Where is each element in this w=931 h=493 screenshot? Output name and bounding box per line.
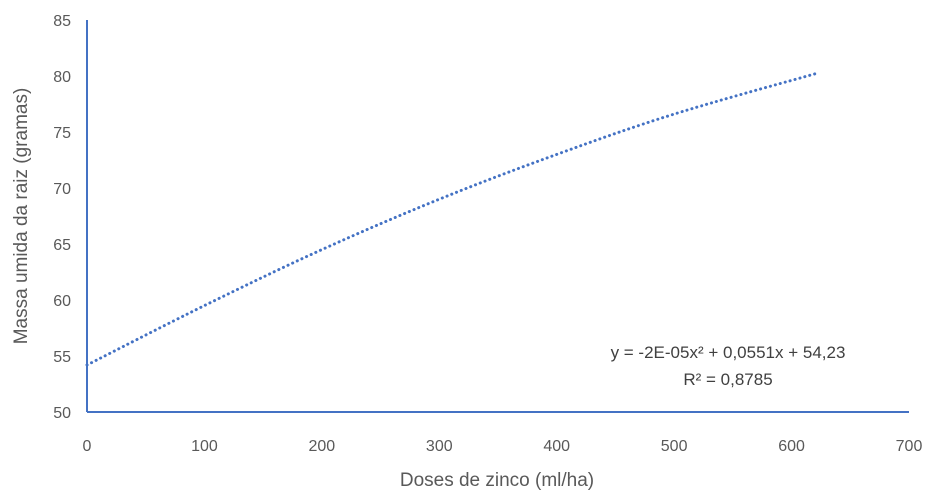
y-tick-label: 60	[53, 293, 71, 310]
x-tick-label: 400	[543, 438, 570, 455]
axes	[86, 20, 909, 413]
x-tick-label: 600	[778, 438, 805, 455]
y-tick-label: 70	[53, 181, 71, 198]
y-tick-label: 65	[53, 237, 71, 254]
y-tick-label: 85	[53, 13, 71, 30]
y-tick-label: 50	[53, 405, 71, 422]
x-tick-label: 700	[896, 438, 923, 455]
y-tick-labels: 50 55 60 65 70 75 80 85	[53, 13, 71, 422]
x-tick-label: 200	[309, 438, 336, 455]
x-axis-title: Doses de zinco (ml/ha)	[400, 470, 594, 491]
y-tick-label: 80	[53, 69, 71, 86]
trendline-equation: y = -2E-05x² + 0,0551x + 54,23	[611, 343, 846, 362]
x-tick-labels: 0 100 200 300 400 500 600 700	[83, 438, 923, 455]
y-axis-title: Massa umida da raiz (gramas)	[11, 88, 32, 345]
x-tick-label: 100	[191, 438, 218, 455]
x-tick-label: 300	[426, 438, 453, 455]
trendline-series	[85, 72, 817, 367]
trendline	[85, 72, 817, 367]
x-tick-label: 500	[661, 438, 688, 455]
y-tick-label: 55	[53, 349, 71, 366]
r-squared-label: R² = 0,8785	[683, 370, 772, 389]
y-tick-label: 75	[53, 125, 71, 142]
x-tick-label: 0	[83, 438, 92, 455]
